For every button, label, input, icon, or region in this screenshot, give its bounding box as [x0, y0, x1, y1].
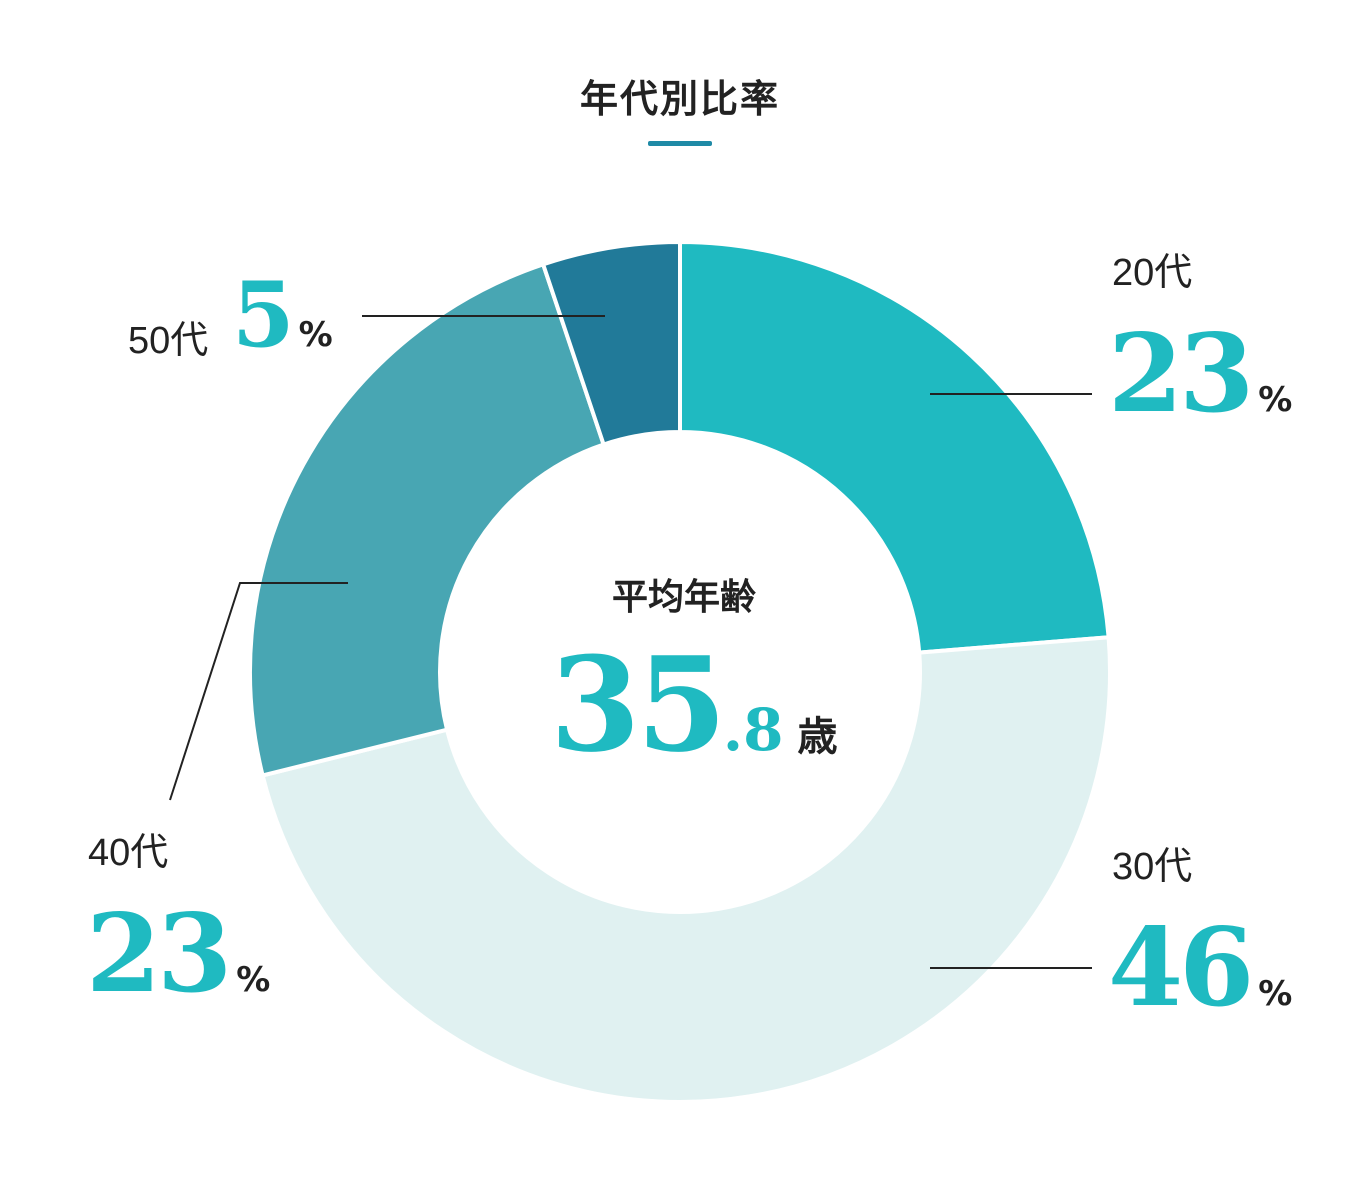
- data-label-30s: 46%: [1108, 914, 1292, 1022]
- center-value-int: 35: [550, 628, 727, 781]
- slice-30s: [260, 635, 1112, 1104]
- center-label: 平均年齢: [611, 576, 756, 618]
- center-unit: 歳: [797, 713, 838, 760]
- data-label-40s: 23%: [86, 900, 270, 1008]
- category-label-40s: 40代: [88, 832, 169, 874]
- data-label-20s: 23%: [1108, 320, 1292, 428]
- category-label-50s: 50代: [128, 320, 209, 362]
- slice-20s: [678, 239, 1111, 655]
- data-value-20s: 23: [1108, 311, 1254, 437]
- percent-unit: %: [298, 315, 333, 355]
- title-underline: [648, 141, 712, 146]
- data-value-40s: 23: [86, 891, 232, 1017]
- center-value: 35.8 歳: [550, 640, 837, 770]
- percent-unit: %: [236, 960, 271, 1000]
- slice-40s: [248, 261, 607, 778]
- category-label-30s: 30代: [1112, 846, 1193, 888]
- slice-50s: [540, 239, 682, 448]
- percent-unit: %: [1258, 974, 1293, 1014]
- percent-unit: %: [1258, 380, 1293, 420]
- category-label-20s: 20代: [1112, 252, 1193, 294]
- data-label-50s: 5%: [232, 270, 333, 360]
- data-value-50s: 5: [232, 262, 295, 368]
- center-value-dec: .8: [722, 696, 784, 764]
- data-value-30s: 46: [1108, 905, 1254, 1031]
- leader-line-40s: [169, 582, 348, 801]
- chart-title: 年代別比率: [579, 76, 780, 121]
